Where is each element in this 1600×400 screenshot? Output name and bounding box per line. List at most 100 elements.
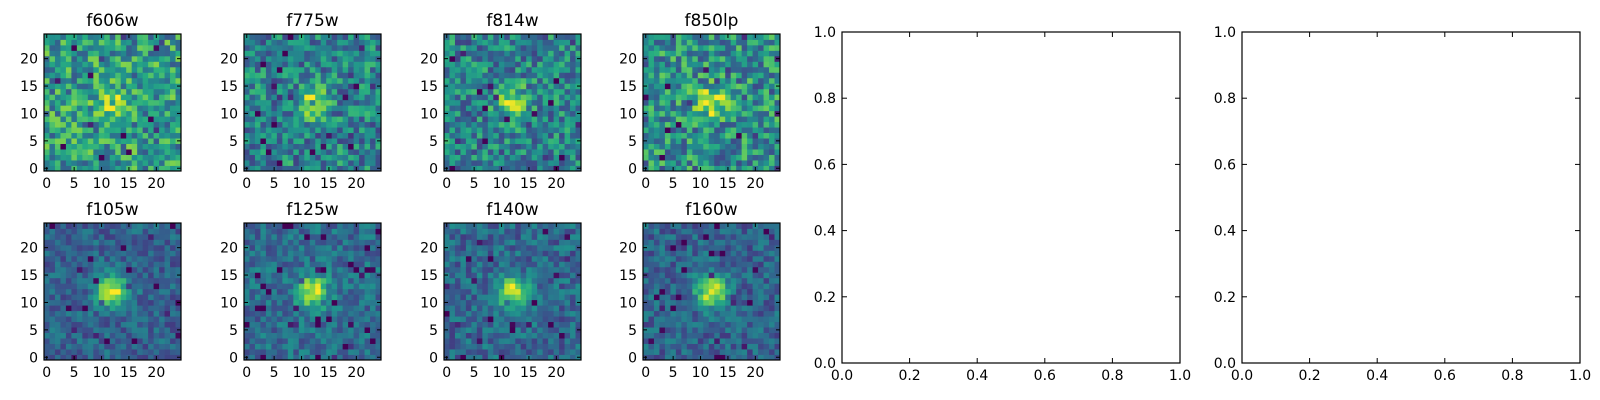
heatmap-cell	[293, 310, 300, 317]
heatmap-cell	[504, 99, 511, 106]
heatmap-cell	[681, 44, 688, 51]
heatmap-cell	[537, 83, 544, 90]
heatmap-cell	[320, 132, 327, 139]
heatmap-cell	[493, 44, 500, 51]
heatmap-cell	[498, 255, 505, 262]
heatmap-cell	[575, 34, 582, 40]
heatmap-cell	[758, 44, 764, 51]
heatmap-cell	[454, 50, 461, 57]
heatmap-cell	[476, 149, 483, 155]
heatmap-cell	[65, 127, 72, 134]
heatmap-cell	[570, 294, 576, 301]
y-tick-label-1-3: 15	[220, 79, 238, 95]
heatmap-cell	[331, 343, 338, 350]
heatmap-cell	[364, 288, 371, 295]
heatmap-cell	[564, 244, 571, 251]
heatmap-cell	[531, 239, 538, 246]
heatmap-cell	[364, 88, 371, 95]
heatmap-cell	[153, 250, 160, 257]
heatmap-cell	[648, 294, 655, 301]
heatmap-cell	[142, 354, 149, 361]
heatmap-cell	[564, 105, 571, 112]
heatmap-cell	[320, 88, 327, 95]
heatmap-cell	[76, 34, 83, 40]
heatmap-cell	[719, 110, 726, 117]
heatmap-cell	[454, 99, 461, 106]
heatmap-cell	[304, 228, 311, 235]
heatmap-cell	[249, 132, 256, 139]
heatmap-cell	[692, 332, 699, 339]
heatmap-cell	[515, 50, 522, 57]
heatmap-cell	[326, 143, 333, 150]
heatmap-cell	[76, 239, 83, 246]
heatmap-cell	[482, 88, 489, 95]
heatmap-cell	[769, 354, 775, 361]
heatmap-cell	[115, 121, 122, 128]
heatmap-cell	[287, 39, 294, 46]
heatmap-cell	[342, 299, 349, 306]
heatmap-cell	[643, 50, 649, 57]
heatmap-cell	[265, 165, 272, 172]
heatmap-cell	[747, 66, 753, 73]
heatmap-cell	[315, 160, 322, 166]
heatmap-cell	[82, 99, 89, 106]
heatmap-cell	[730, 299, 737, 306]
heatmap-cell	[375, 44, 382, 51]
heatmap-cell	[648, 55, 655, 62]
heatmap-cell	[575, 121, 582, 128]
heatmap-cell	[153, 294, 160, 301]
heatmap-cells-4	[44, 223, 182, 361]
heatmap-cell	[331, 305, 338, 312]
heatmap-cell	[271, 88, 278, 95]
heatmap-cell	[686, 294, 693, 301]
heatmap-cell	[348, 327, 354, 333]
heatmap-cell	[460, 327, 467, 333]
heatmap-cell	[315, 61, 322, 68]
heatmap-cell	[364, 327, 371, 333]
y-tick-label-4-4: 20	[20, 241, 38, 257]
heatmap-cell	[515, 77, 522, 84]
heatmap-cell	[249, 165, 256, 172]
heatmap-cell	[670, 127, 677, 134]
heatmap-cell	[260, 277, 267, 284]
heatmap-cell	[276, 349, 283, 355]
heatmap-cell	[520, 83, 527, 90]
y-tick-label-6-1: 5	[429, 323, 438, 339]
heatmap-cell	[375, 277, 382, 284]
heatmap-cell	[109, 99, 116, 106]
heatmap-cell	[65, 349, 72, 355]
heatmap-cell	[104, 316, 111, 323]
heatmap-cell	[244, 39, 250, 46]
heatmap-cell	[76, 294, 83, 301]
heatmap-cell	[353, 99, 360, 106]
heatmap-cell	[675, 138, 682, 144]
heatmap-cell	[271, 105, 278, 112]
heatmap-cell	[82, 239, 89, 246]
heatmap-cell	[741, 154, 748, 161]
heatmap-cell	[542, 88, 549, 95]
heatmap-cell	[648, 121, 655, 128]
heatmap-cell	[375, 160, 382, 166]
heatmap-cell	[736, 61, 743, 68]
heatmap-cell	[109, 165, 116, 172]
heatmap-cell	[170, 165, 176, 172]
heatmap-cell	[747, 34, 753, 40]
heatmap-cell	[49, 77, 56, 84]
heatmap-cell	[76, 255, 83, 262]
heatmap-cell	[564, 343, 571, 350]
heatmap-cell	[348, 349, 354, 355]
heatmap-cell	[175, 305, 182, 312]
heatmap-cell	[719, 321, 726, 328]
heatmap-cell	[159, 338, 165, 344]
heatmap-cell	[664, 154, 671, 161]
heatmap-cell	[282, 127, 289, 134]
heatmap-cell	[531, 149, 538, 155]
heatmap-cell	[298, 272, 305, 279]
heatmap-cell	[703, 305, 710, 312]
heatmap-cell	[170, 99, 176, 106]
heatmap-cell	[244, 143, 250, 150]
heatmap-cell	[564, 34, 571, 40]
heatmap-cell	[137, 250, 144, 257]
heatmap-cell	[559, 88, 565, 95]
